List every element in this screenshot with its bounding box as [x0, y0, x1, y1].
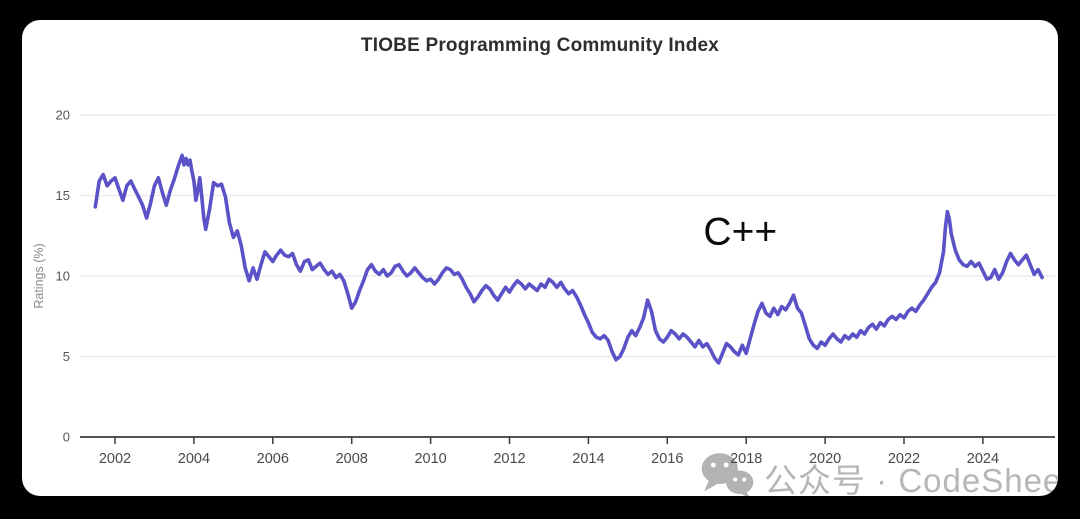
svg-text:2022: 2022	[888, 451, 920, 467]
chart-title: TIOBE Programming Community Index	[360, 35, 720, 56]
svg-text:5: 5	[63, 349, 70, 364]
svg-text:20: 20	[56, 108, 70, 123]
wechat-icon	[698, 450, 756, 496]
svg-text:2008: 2008	[336, 451, 368, 467]
svg-text:2006: 2006	[257, 451, 289, 467]
svg-text:2016: 2016	[651, 451, 683, 467]
series-label-cpp: C++	[693, 210, 788, 254]
svg-text:2002: 2002	[99, 451, 131, 467]
chart-plot-area: 0 5 10 15 20 2002 2004 2006 2008 2010 2012 2014 2016…	[56, 108, 1055, 467]
svg-text:2018: 2018	[730, 451, 762, 467]
svg-text:2010: 2010	[414, 451, 446, 467]
svg-text:0: 0	[63, 430, 70, 445]
chart-card: TIOBE Programming Community Index Rating…	[22, 20, 1058, 496]
svg-text:2024: 2024	[967, 451, 999, 467]
watermark-text: 公众号 · CodeSheep	[764, 461, 1058, 497]
svg-text:2020: 2020	[809, 451, 841, 467]
svg-text:2004: 2004	[178, 451, 210, 467]
svg-text:15: 15	[56, 188, 70, 203]
y-axis-label: Ratings (%)	[32, 243, 46, 309]
svg-text:2012: 2012	[493, 451, 525, 467]
svg-text:2014: 2014	[572, 451, 604, 467]
svg-text:10: 10	[56, 269, 70, 284]
watermark: 公众号 · CodeSheep	[698, 450, 1058, 496]
